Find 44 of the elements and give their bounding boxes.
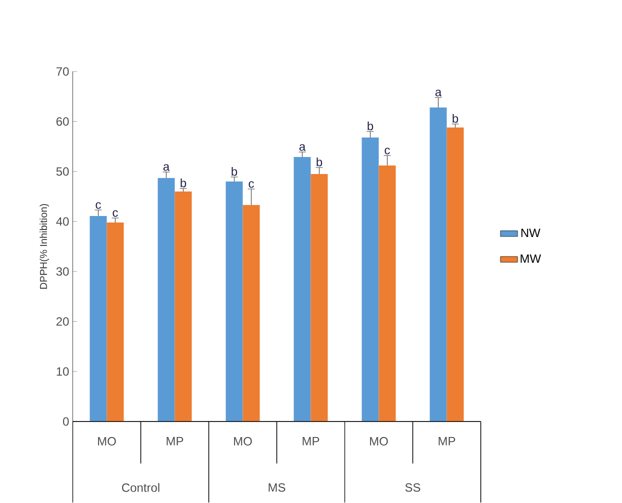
data-label: a <box>435 90 442 96</box>
y-tick-label: 30 <box>56 267 69 276</box>
bar <box>242 205 260 422</box>
data-label: c <box>112 210 118 217</box>
bar <box>174 192 192 422</box>
y-tick-label: 50 <box>56 167 69 176</box>
x-tick-label: MP <box>302 437 320 446</box>
data-label: c <box>96 202 101 209</box>
bar <box>90 216 107 422</box>
bar <box>430 108 447 422</box>
x-tick-label: MO <box>370 437 388 446</box>
x-tick-label: MP <box>438 437 456 446</box>
data-label: b <box>232 167 238 176</box>
bar <box>378 166 396 422</box>
y-tick-label: 70 <box>56 67 69 76</box>
bar <box>362 138 379 422</box>
data-label: a <box>299 144 306 151</box>
data-label: b <box>368 122 374 130</box>
legend-label: NW <box>521 228 540 238</box>
bar <box>310 174 328 422</box>
bar <box>446 128 464 422</box>
y-tick-label: 0 <box>63 417 69 426</box>
bar <box>226 182 243 422</box>
x-tick-label: MP <box>166 437 184 446</box>
bar <box>158 178 175 422</box>
x-tick-label: MO <box>234 437 252 446</box>
y-tick-label: 60 <box>56 117 69 126</box>
data-label: c <box>384 148 390 154</box>
data-label: b <box>452 114 458 123</box>
data-label: a <box>163 164 170 171</box>
text: SS <box>405 483 420 492</box>
x-tick-label: MO <box>98 437 116 446</box>
legend-label: MW <box>520 254 542 263</box>
y-tick-label: 10 <box>56 367 69 376</box>
data-label: c <box>248 181 254 188</box>
data-label: b <box>180 178 186 188</box>
y-tick-label: 40 <box>56 217 69 226</box>
y-axis-title: DPPH(% Inhibition) <box>40 204 50 289</box>
text: MS <box>268 483 286 492</box>
bar <box>294 157 311 422</box>
y-tick-label: 20 <box>56 317 69 326</box>
text: Control <box>122 483 160 492</box>
data-label: b <box>316 158 322 166</box>
bar <box>106 222 124 422</box>
